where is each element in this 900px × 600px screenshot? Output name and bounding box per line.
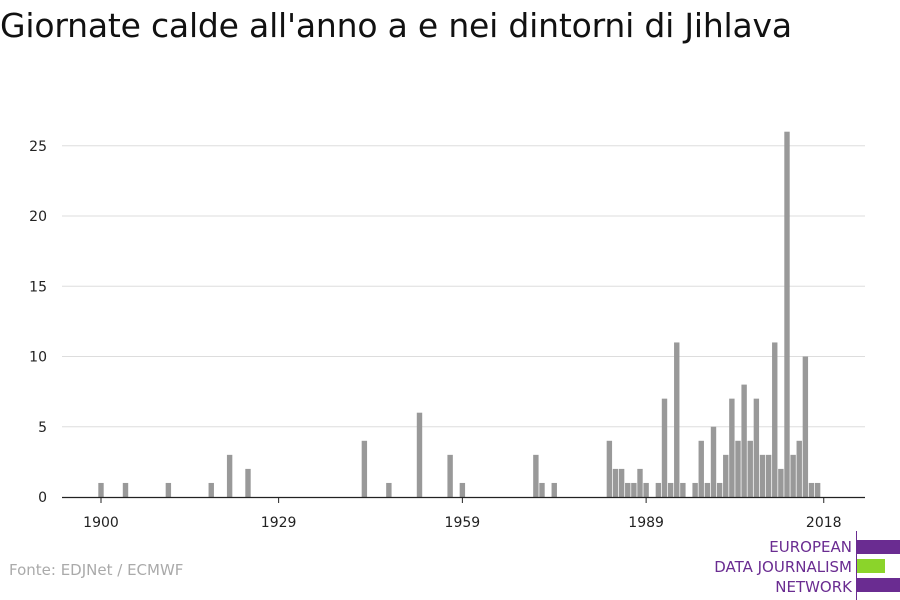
bar <box>802 356 809 497</box>
bar <box>655 482 662 497</box>
bar <box>735 440 741 497</box>
bar <box>551 482 557 497</box>
logo-line-1: EUROPEAN <box>769 538 852 556</box>
bar <box>741 384 747 497</box>
bar <box>698 440 704 497</box>
bar <box>796 440 802 497</box>
logo-bar-top <box>857 540 900 554</box>
bar <box>790 454 796 497</box>
y-tick-label: 20 <box>29 209 47 225</box>
x-tick-label: 1989 <box>628 515 664 531</box>
bar <box>606 440 613 497</box>
x-tick-label: 1900 <box>83 515 119 531</box>
bar <box>612 468 619 497</box>
bar <box>631 482 637 497</box>
bar <box>710 426 717 497</box>
bar <box>667 482 674 497</box>
logo-bar-bottom <box>857 578 900 592</box>
bar <box>680 482 686 497</box>
bar <box>704 482 711 497</box>
bar <box>447 454 453 497</box>
y-tick-label: 25 <box>29 139 47 155</box>
bar <box>747 440 753 497</box>
y-tick-label: 10 <box>29 350 47 366</box>
bar <box>618 468 625 497</box>
bar <box>778 468 784 497</box>
bar <box>122 482 129 497</box>
bar <box>98 482 104 497</box>
y-tick-label: 0 <box>38 490 47 506</box>
bar <box>759 454 766 497</box>
bar <box>692 482 698 497</box>
bar <box>625 482 631 497</box>
bar <box>416 412 423 497</box>
bar <box>674 342 680 497</box>
bar <box>208 482 214 497</box>
bar <box>716 482 723 497</box>
bar <box>386 482 392 497</box>
bar <box>765 454 772 497</box>
bar <box>361 440 368 497</box>
x-tick-label: 1959 <box>445 515 481 531</box>
bar <box>245 468 251 497</box>
source-note: Fonte: EDJNet / ECMWF <box>9 561 184 579</box>
bar <box>661 398 668 497</box>
y-tick-label: 5 <box>38 420 47 436</box>
bar <box>784 131 790 497</box>
bar <box>772 342 778 497</box>
bar <box>723 454 729 497</box>
bar <box>165 482 172 497</box>
edjnet-logo[interactable]: EUROPEAN DATA JOURNALISM NETWORK <box>700 531 900 600</box>
x-tick-label: 1929 <box>261 515 297 531</box>
bar <box>637 468 643 497</box>
logo-bar-middle <box>857 559 885 573</box>
logo-line-3: NETWORK <box>775 578 852 596</box>
bar <box>753 398 760 497</box>
bar <box>643 482 649 497</box>
y-tick-label: 15 <box>29 279 47 295</box>
logo-line-2: DATA JOURNALISM <box>714 558 852 576</box>
bars <box>98 131 821 497</box>
bar <box>226 454 233 497</box>
logo-divider <box>856 531 857 600</box>
chart-title: Giornate calde all'anno a e nei dintorni… <box>0 6 792 45</box>
bar <box>814 482 821 497</box>
bar <box>533 454 539 497</box>
axes: 0 5 10 15 20 25 1900 1929 1959 1989 2018 <box>29 139 865 531</box>
bar <box>459 482 466 497</box>
bar <box>808 482 815 497</box>
bar <box>729 398 735 497</box>
x-tick-label: 2018 <box>806 515 842 531</box>
bar <box>539 482 545 497</box>
